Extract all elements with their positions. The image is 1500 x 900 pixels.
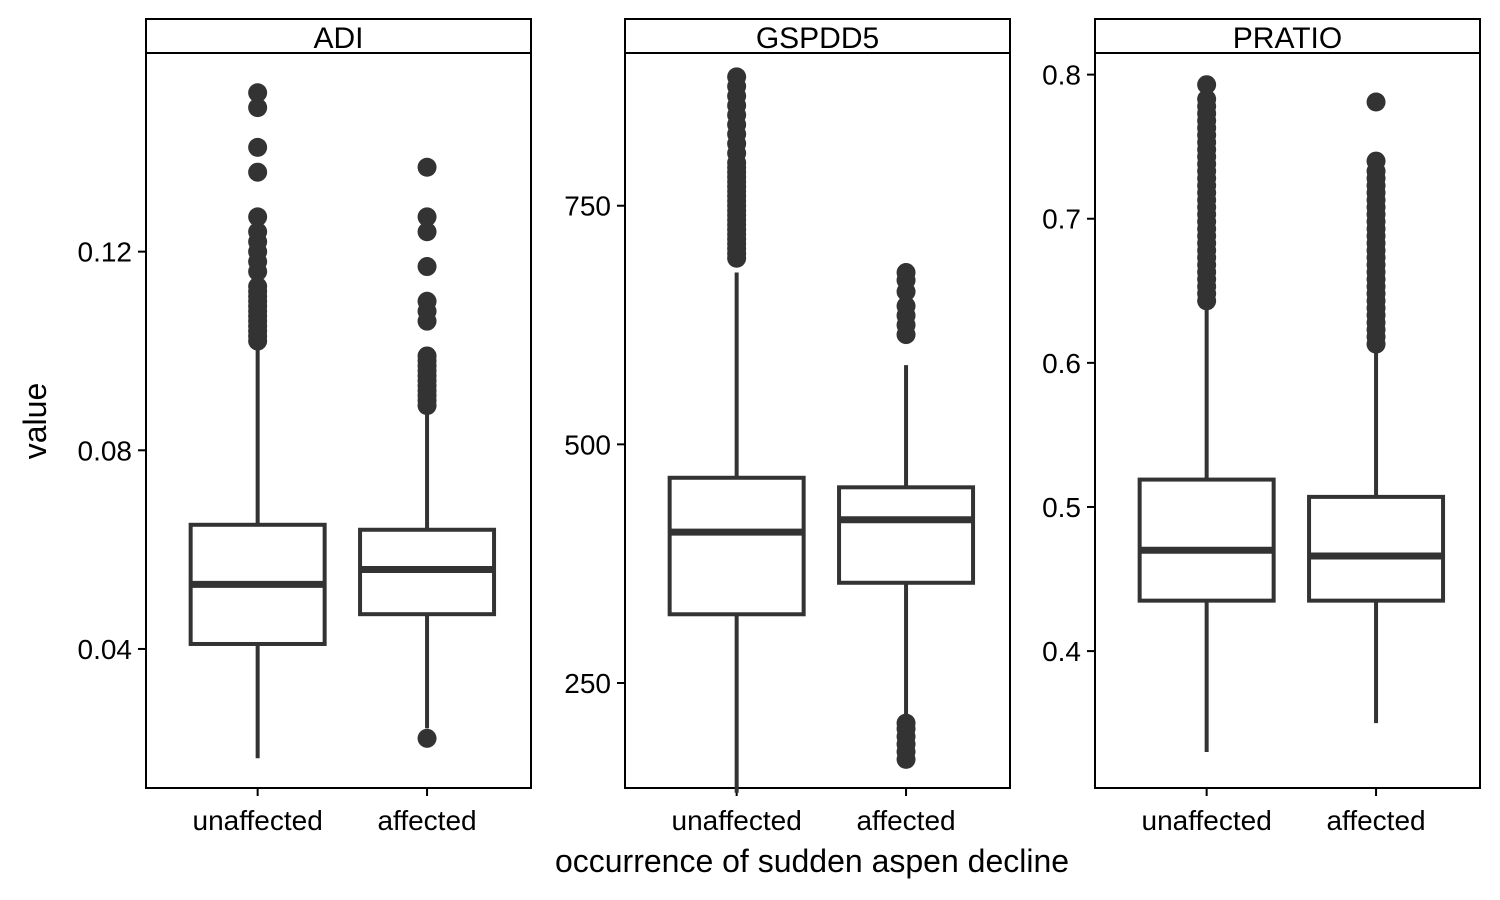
outlier-point bbox=[727, 67, 747, 87]
strip-label: PRATIO bbox=[1233, 22, 1342, 55]
y-tick-label: 0.08 bbox=[78, 435, 133, 466]
strip-pratio bbox=[1094, 18, 1481, 54]
facet-panels: ADI 0.04 0.08 0.12 unaffected affected GSPDD5 2… bbox=[78, 18, 1481, 836]
y-tick-label: 0.6 bbox=[1042, 348, 1081, 379]
y-tick-label: 0.7 bbox=[1042, 204, 1081, 235]
iqr-box bbox=[1307, 494, 1446, 603]
strip-adi bbox=[145, 18, 532, 54]
y-tick-label: 0.4 bbox=[1042, 636, 1081, 667]
outlier-point bbox=[896, 296, 916, 316]
panel-gspdd5: GSPDD5 250 500 750 unaffected affected bbox=[564, 18, 1011, 836]
y-tick-label: 250 bbox=[564, 668, 611, 699]
x-tick-label: unaffected bbox=[1142, 805, 1272, 836]
outlier-point bbox=[248, 222, 268, 242]
outlier-point bbox=[417, 291, 437, 311]
x-tick-label: unaffected bbox=[193, 805, 323, 836]
outlier-point bbox=[248, 276, 268, 296]
outlier-point bbox=[1366, 92, 1386, 112]
x-tick-label: affected bbox=[1326, 805, 1425, 836]
y-tick-label: 500 bbox=[564, 429, 611, 460]
outlier-point bbox=[1366, 151, 1386, 171]
box-unaffected bbox=[188, 83, 327, 759]
outlier-point bbox=[896, 263, 916, 283]
outlier-point bbox=[417, 157, 437, 177]
x-tick-label: affected bbox=[377, 805, 476, 836]
panel-frame bbox=[624, 52, 1011, 789]
y-axis-title: value bbox=[17, 383, 53, 460]
panel-frame bbox=[145, 52, 532, 789]
outlier-point bbox=[248, 137, 268, 157]
iqr-box bbox=[667, 475, 806, 617]
x-tick-label: unaffected bbox=[672, 805, 802, 836]
box-affected bbox=[1307, 92, 1446, 724]
box-affected bbox=[358, 157, 497, 748]
x-tick-label: affected bbox=[856, 805, 955, 836]
outlier-point bbox=[248, 83, 268, 103]
outlier-point bbox=[1197, 89, 1217, 109]
outlier-point bbox=[248, 98, 268, 118]
outlier-point bbox=[1197, 75, 1217, 95]
strip-gspdd5 bbox=[624, 18, 1011, 54]
strip-label: GSPDD5 bbox=[756, 22, 879, 55]
x-axis-title: occurrence of sudden aspen decline bbox=[555, 843, 1069, 879]
outlier-point bbox=[417, 207, 437, 227]
outlier-point bbox=[417, 346, 437, 366]
panel-adi: ADI 0.04 0.08 0.12 unaffected affected bbox=[78, 18, 532, 836]
y-tick-label: 0.5 bbox=[1042, 492, 1081, 523]
outlier-point bbox=[417, 728, 437, 748]
strip-label: ADI bbox=[313, 22, 363, 55]
y-tick-label: 750 bbox=[564, 191, 611, 222]
y-tick-label: 0.8 bbox=[1042, 60, 1081, 91]
outlier-point bbox=[417, 222, 437, 242]
box-unaffected bbox=[1137, 75, 1276, 752]
outlier-point bbox=[896, 713, 916, 733]
panel-pratio: PRATIO 0.4 0.5 0.6 0.7 0.8 unaffected affected bbox=[1042, 18, 1481, 836]
box-affected bbox=[837, 263, 976, 769]
y-tick-label: 0.04 bbox=[78, 634, 133, 665]
box-unaffected bbox=[667, 67, 806, 793]
outlier-point bbox=[417, 257, 437, 277]
y-tick-label: 0.12 bbox=[78, 237, 133, 268]
outlier-point bbox=[248, 162, 268, 182]
panel-frame bbox=[1094, 52, 1481, 789]
iqr-box bbox=[837, 485, 976, 585]
iqr-box bbox=[1137, 477, 1276, 603]
outlier-point bbox=[248, 207, 268, 227]
